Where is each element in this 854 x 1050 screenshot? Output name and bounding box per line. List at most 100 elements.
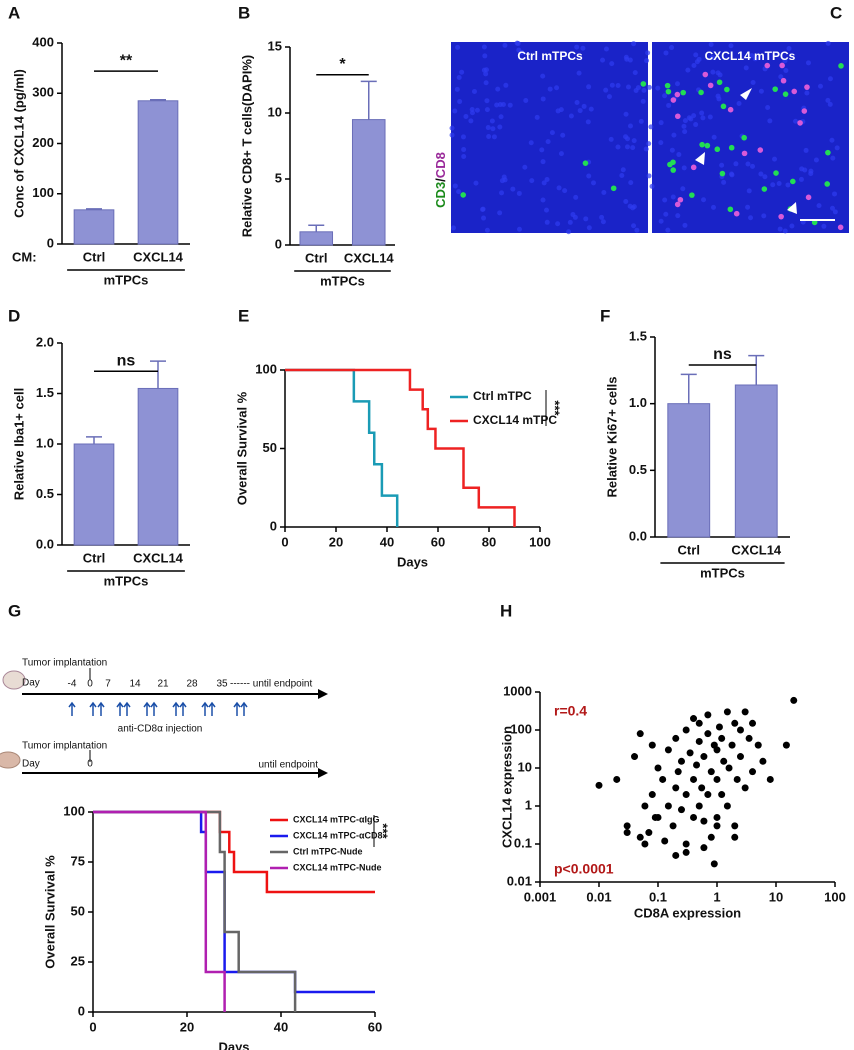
cell [674,113,681,120]
cell [772,86,778,92]
stain: / [433,178,448,182]
nucleus [456,189,462,195]
nucleus [603,46,609,52]
point [790,696,798,704]
point [749,768,757,776]
nucleus [471,89,477,95]
schematic-tick: -4 [68,679,77,690]
point [725,764,733,772]
injection-arrow [143,701,151,708]
nucleus [583,216,589,222]
nucleus [682,222,688,228]
nucleus [832,209,838,215]
nucleus [700,115,706,121]
x-axis-label: CD8A expression [634,905,741,920]
nucleus [484,98,490,104]
significance: *** [376,823,391,839]
nucleus [785,182,791,188]
y-axis-label: Relative Iba1+ cell [11,388,26,500]
point [698,784,706,792]
nucleus [566,229,572,235]
nucleus [649,183,655,189]
cell [460,192,467,198]
y-tick-label: 100 [63,803,85,818]
point [704,711,712,719]
y-tick-label: 0.5 [36,486,54,501]
nucleus [816,203,822,209]
x-tick-label: 60 [431,534,445,549]
x-tick-label: Ctrl [83,550,105,565]
nucleus [540,159,546,165]
nucleus [758,171,764,177]
nucleus [484,227,490,233]
nucleus [628,180,634,186]
nucleus [646,141,652,147]
panel-letter: G [8,601,21,620]
nucleus [832,191,838,197]
cell [719,170,726,177]
point [695,802,703,810]
nucleus [793,118,799,124]
x-tick-label: Ctrl [83,249,105,264]
nucleus [568,113,574,119]
point [731,833,739,841]
nucleus [829,205,835,211]
nucleus [710,69,716,75]
schematic-tick: 14 [129,679,141,690]
nucleus [560,132,566,138]
nucleus [452,183,458,189]
bar [137,387,179,546]
nucleus [482,53,488,59]
point [672,784,680,792]
nucleus [609,61,615,67]
legend-label: CXCL14 mTPC-αIgG [293,814,380,824]
legend-label: Ctrl mTPC [473,389,532,403]
group-label: mTPCs [320,273,365,288]
nucleus [544,207,550,213]
x-tick-label: 60 [368,1019,382,1034]
nucleus [609,82,615,88]
y-tick-label: 100 [32,185,54,200]
schematic-tick: 35 [216,679,228,690]
y-tick-label: 0.1 [514,835,532,850]
nucleus [645,50,651,56]
nucleus [719,162,725,168]
nucleus [481,67,487,73]
x-tick-label: CXCL14 [133,249,184,264]
bar [299,231,334,246]
y-tick-label: 0 [78,1003,85,1018]
x-tick-label: 20 [329,534,343,549]
nucleus [641,87,647,93]
nucleus [615,144,621,150]
significance: * [339,56,346,73]
nucleus [469,106,475,112]
nucleus [733,161,739,167]
nucleus [624,56,630,62]
nucleus [627,203,633,209]
y-tick-label: 0 [47,235,54,250]
nucleus [825,97,831,103]
nucleus [586,225,592,231]
nucleus [624,144,630,150]
point [782,741,790,749]
nucleus [500,101,506,107]
injection-arrows [68,701,248,716]
nucleus [631,138,637,144]
schematic-label: ------ until endpoint [230,679,312,690]
cell [838,63,844,69]
y-tick-label: 50 [71,903,85,918]
nucleus [455,44,461,50]
injection-arrow [150,701,158,708]
injection-arrow [208,701,216,708]
stain-label: CD3/CD8 [433,152,448,208]
schematic [0,668,328,778]
schematic-label: Day [22,759,40,770]
point [682,848,690,856]
significance: ns [117,352,136,369]
schematic-tick: 21 [157,679,169,690]
x-tick-label: 0.1 [649,889,667,904]
nucleus [495,86,501,92]
nucleus [574,44,580,50]
point [659,775,667,783]
nucleus [662,93,668,99]
